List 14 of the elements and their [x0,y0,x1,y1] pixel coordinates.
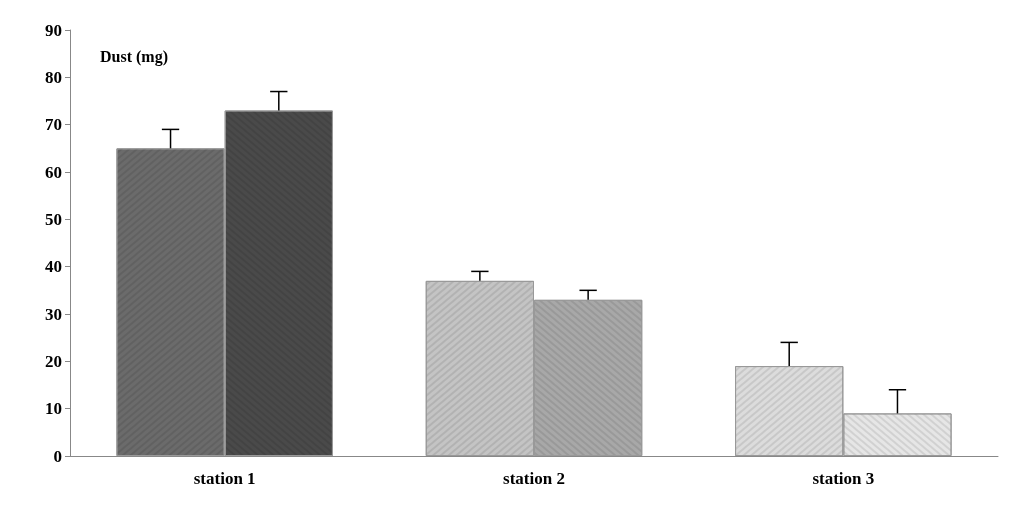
y-tick-label: 40 [45,257,62,277]
y-tick-label: 80 [45,67,62,87]
y-tick-label: 90 [45,20,62,40]
x-tick-label: station 2 [503,469,565,488]
y-tick-label: 20 [45,351,62,371]
y-tick-label: 30 [45,304,62,324]
y-tick-label: 70 [45,115,62,135]
y-tick-label: 0 [53,446,62,466]
y-axis-title: Dust (mg) [100,47,168,66]
y-tick-label: 10 [45,399,62,419]
x-tick-label: station 3 [812,469,875,488]
y-tick-label: 60 [45,162,62,182]
x-tick-label: station 1 [193,469,256,488]
y-tick-label: 50 [45,209,62,229]
